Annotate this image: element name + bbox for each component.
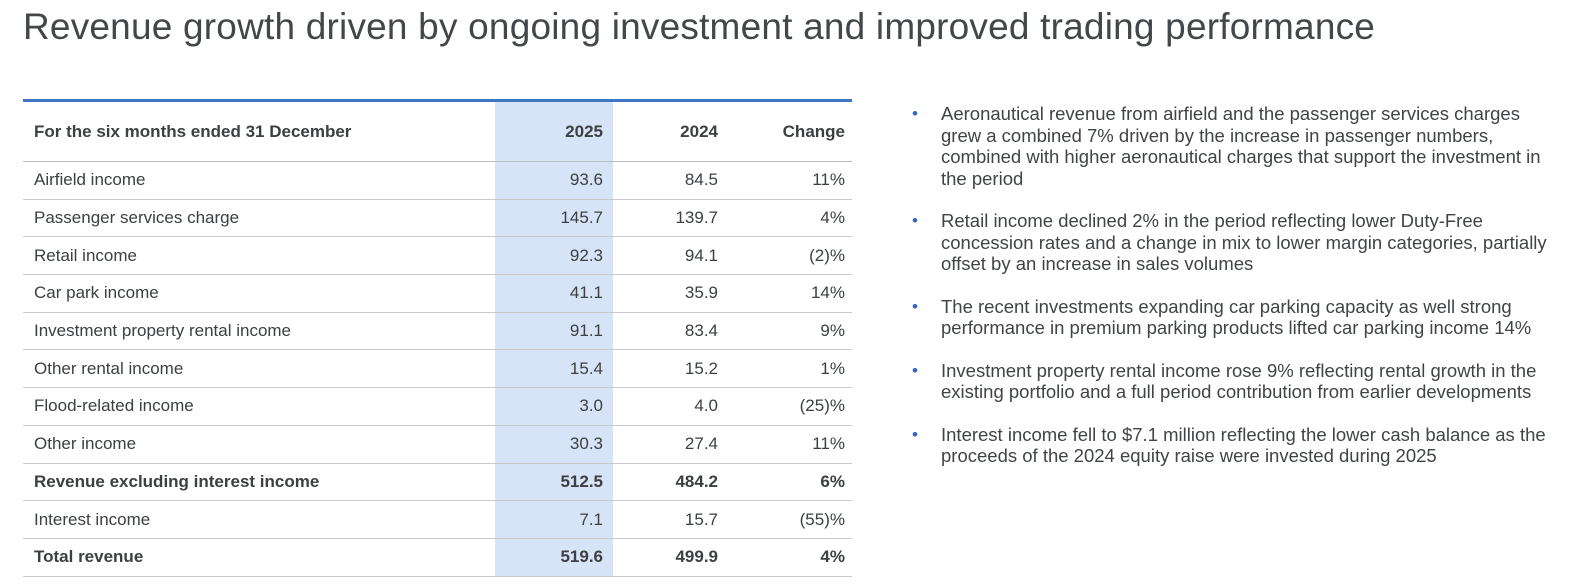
value-2025: 30.3	[495, 425, 613, 463]
row-label: Flood-related income	[34, 396, 194, 416]
table-header-2025: 2025	[495, 102, 613, 161]
value-change: 14%	[810, 283, 845, 303]
value-2024: 27.4	[684, 434, 718, 454]
row-label: Passenger services charge	[34, 208, 240, 228]
row-label: Investment property rental income	[34, 321, 292, 341]
table-row: Car park income 41.1 35.9 14%	[23, 275, 852, 313]
table-row: Interest income 7.1 15.7 (55)%	[23, 501, 852, 539]
value-2025: 3.0	[495, 388, 613, 425]
table-header-label: For the six months ended 31 December	[34, 121, 352, 141]
table-header-change: Change	[782, 121, 845, 141]
bullet-marker-icon: •	[912, 104, 918, 123]
bullet-marker-icon: •	[912, 211, 918, 230]
table-row: Flood-related income 3.0 4.0 (25)%	[23, 388, 852, 426]
value-2024: 499.9	[675, 547, 718, 567]
value-2025: 92.3	[495, 237, 613, 275]
bullet-item: • Retail income declined 2% in the period…	[912, 210, 1560, 275]
table-row: Other income 30.3 27.4 11%	[23, 425, 852, 464]
value-change: (55)%	[799, 509, 845, 529]
bullet-item: • Investment property rental income rose …	[912, 360, 1560, 403]
value-2025: 145.7	[495, 199, 613, 237]
value-2024: 94.1	[684, 245, 718, 265]
value-change: 6%	[820, 471, 845, 491]
value-2024: 15.7	[684, 509, 718, 529]
table-header-row: For the six months ended 31 December 202…	[23, 102, 852, 162]
row-label: Other rental income	[34, 358, 184, 378]
bullet-item: • Interest income fell to $7.1 million re…	[912, 424, 1560, 467]
table-body: Airfield income 93.6 84.5 11% Passenger serv…	[23, 162, 852, 577]
value-change: 9%	[820, 321, 845, 341]
value-change: 4%	[820, 208, 845, 228]
value-2024: 139.7	[675, 208, 718, 228]
revenue-table: For the six months ended 31 December 202…	[23, 99, 852, 577]
row-label: Total revenue	[34, 547, 144, 567]
value-change: 1%	[820, 358, 845, 378]
row-label: Retail income	[34, 245, 137, 265]
table-row: Retail income 92.3 94.1 (2)%	[23, 237, 852, 276]
bullet-item: • Aeronautical revenue from airfield and …	[912, 103, 1560, 189]
bullet-text: The recent investments expanding car par…	[941, 295, 1532, 339]
page-title: Revenue growth driven by ongoing investm…	[23, 6, 1376, 47]
value-2024: 83.4	[684, 321, 718, 341]
row-label: Interest income	[34, 509, 151, 529]
value-change: 4%	[820, 547, 845, 567]
value-2025: 93.6	[495, 162, 613, 199]
row-label: Car park income	[34, 283, 159, 303]
value-2024: 84.5	[684, 170, 718, 190]
value-2024: 484.2	[675, 471, 718, 491]
bullet-marker-icon: •	[912, 296, 918, 316]
value-2025: 7.1	[495, 501, 613, 538]
value-2024: 15.2	[684, 358, 718, 378]
value-change: (2)%	[809, 245, 845, 265]
value-2025: 91.1	[495, 312, 613, 350]
table-row: Revenue excluding interest income 512.5 48…	[23, 463, 852, 502]
row-label: Other income	[34, 434, 137, 454]
value-change: 11%	[812, 170, 845, 190]
value-2025: 519.6	[495, 538, 613, 576]
bullet-list: • Aeronautical revenue from airfield and …	[912, 103, 1560, 488]
bullet-marker-icon: •	[912, 360, 918, 380]
table-row: Total revenue 519.6 499.9 4%	[23, 538, 852, 577]
table-row: Passenger services charge 145.7 139.7 4%	[23, 199, 852, 238]
row-label: Revenue excluding interest income	[34, 471, 320, 491]
bullet-text: Investment property rental income rose 9…	[941, 359, 1537, 403]
bullet-marker-icon: •	[912, 424, 918, 444]
bullet-text: Aeronautical revenue from airfield and t…	[941, 103, 1541, 189]
table-row: Other rental income 15.4 15.2 1%	[23, 350, 852, 389]
table-row: Investment property rental income 91.1 83.…	[23, 312, 852, 351]
bullet-text: Retail income declined 2% in the period …	[941, 210, 1547, 274]
value-change: (25)%	[799, 396, 845, 416]
bullet-item: • The recent investments expanding car pa…	[912, 296, 1560, 339]
value-2025: 41.1	[495, 275, 613, 312]
value-change: 11%	[812, 434, 845, 454]
row-label: Airfield income	[34, 170, 146, 190]
table-row: Airfield income 93.6 84.5 11%	[23, 162, 852, 200]
table-header-2024: 2024	[680, 121, 718, 141]
value-2024: 4.0	[694, 396, 718, 416]
value-2025: 15.4	[495, 350, 613, 388]
value-2025: 512.5	[495, 463, 613, 501]
bullet-text: Interest income fell to $7.1 million ref…	[941, 423, 1546, 467]
value-2024: 35.9	[684, 283, 718, 303]
